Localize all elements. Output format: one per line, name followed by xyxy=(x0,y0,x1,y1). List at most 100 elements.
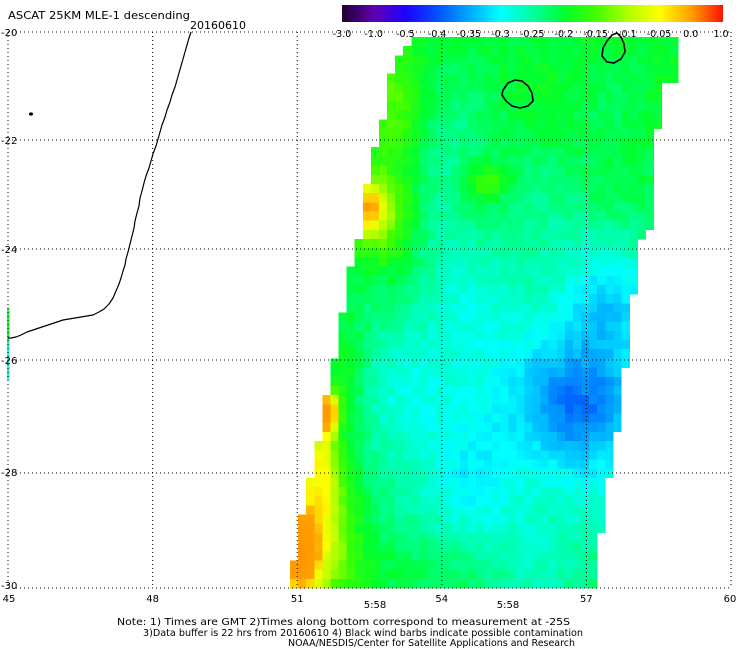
swath-cell xyxy=(427,128,436,139)
swath-cell xyxy=(411,532,420,543)
swath-cell xyxy=(387,376,396,387)
swath-cell xyxy=(387,92,396,102)
swath-cell xyxy=(395,220,404,231)
swath-cell xyxy=(621,358,630,368)
swath-cell xyxy=(508,542,517,552)
swath-cell xyxy=(395,542,404,552)
swath-cell xyxy=(419,385,428,396)
swath-cell xyxy=(500,55,509,65)
swath-cell xyxy=(492,340,501,350)
swath-cell xyxy=(516,367,525,378)
swath-cell xyxy=(484,294,493,304)
swath-cell xyxy=(524,486,533,497)
swath-cell xyxy=(475,128,485,139)
swath-cell xyxy=(629,82,638,93)
swath-cell xyxy=(419,486,428,497)
swath-cell xyxy=(572,147,582,157)
swath-cell xyxy=(411,395,420,405)
swath-cell xyxy=(362,496,372,506)
swath-cell xyxy=(459,385,469,396)
swath-cell xyxy=(403,376,412,387)
swath-cell xyxy=(475,312,485,322)
swath-cell xyxy=(395,266,404,277)
swath-cell xyxy=(395,422,404,433)
swath-cell xyxy=(484,257,493,267)
swath-cell xyxy=(322,395,331,405)
swath-cell xyxy=(556,496,566,506)
swath-cell xyxy=(540,128,549,139)
swath-cell xyxy=(589,578,598,589)
swath-cell xyxy=(338,532,347,543)
swath-cell xyxy=(370,330,380,341)
swath-cell xyxy=(597,468,606,479)
swath-cell xyxy=(605,349,614,359)
swath-cell xyxy=(653,64,663,75)
swath-cell xyxy=(597,229,606,240)
swath-cell xyxy=(443,55,452,65)
swath-cell xyxy=(613,92,622,102)
swath-cell xyxy=(661,55,671,65)
swath-cell xyxy=(459,220,469,231)
swath-cell xyxy=(378,367,388,378)
swath-cell xyxy=(516,303,525,313)
swath-cell xyxy=(403,211,412,221)
swath-cell xyxy=(467,349,477,359)
swath-cell xyxy=(492,147,501,157)
swath-cell xyxy=(589,441,598,451)
swath-cell xyxy=(484,284,493,295)
swath-cell xyxy=(427,376,436,387)
swath-cell xyxy=(613,193,622,203)
swath-cell xyxy=(613,312,622,322)
swath-cell xyxy=(338,523,347,534)
swath-cell xyxy=(378,266,388,277)
swath-cell xyxy=(387,303,396,313)
swath-cell xyxy=(403,395,412,405)
swath-cell xyxy=(572,523,582,534)
swath-cell xyxy=(564,422,574,433)
swath-cell xyxy=(419,275,428,286)
swath-cell xyxy=(354,551,364,561)
swath-cell xyxy=(443,321,452,332)
swath-cell xyxy=(378,156,388,166)
swath-cell xyxy=(419,37,428,47)
swath-cell xyxy=(629,119,638,130)
swath-cell xyxy=(556,193,566,203)
swath-cell xyxy=(613,183,622,194)
swath-cell xyxy=(475,275,485,286)
swath-cell xyxy=(556,239,566,249)
swath-cell xyxy=(564,367,574,378)
swath-cell xyxy=(403,532,412,543)
swath-cell xyxy=(540,165,549,176)
swath-cell xyxy=(572,431,582,442)
swath-cell xyxy=(484,496,493,506)
swath-cell xyxy=(532,193,541,203)
swath-cell xyxy=(613,284,622,295)
swath-cell xyxy=(451,367,461,378)
swath-cell xyxy=(443,358,452,368)
swath-cell xyxy=(621,349,630,359)
swath-cell xyxy=(362,404,372,414)
swath-cell xyxy=(451,239,461,249)
swath-cell xyxy=(467,532,477,543)
swath-cell xyxy=(589,55,598,65)
swath-cell xyxy=(419,395,428,405)
swath-cell xyxy=(322,459,331,469)
swath-cell xyxy=(540,376,549,387)
swath-cell xyxy=(378,496,388,506)
swath-cell xyxy=(597,119,606,130)
swath-cell xyxy=(411,229,420,240)
swath-cell xyxy=(435,64,444,75)
swath-cell xyxy=(370,385,380,396)
swath-cell xyxy=(387,202,396,212)
swath-cell xyxy=(314,450,323,460)
swath-cell xyxy=(589,450,598,460)
colorbar-label: -0.1 xyxy=(618,29,637,40)
swath-cell xyxy=(508,431,517,442)
swath-cell xyxy=(459,92,469,102)
swath-cell xyxy=(629,266,638,277)
swath-cell xyxy=(500,367,509,378)
swath-cell xyxy=(298,514,307,525)
swath-cell xyxy=(597,294,606,304)
swath-cell xyxy=(411,358,420,368)
